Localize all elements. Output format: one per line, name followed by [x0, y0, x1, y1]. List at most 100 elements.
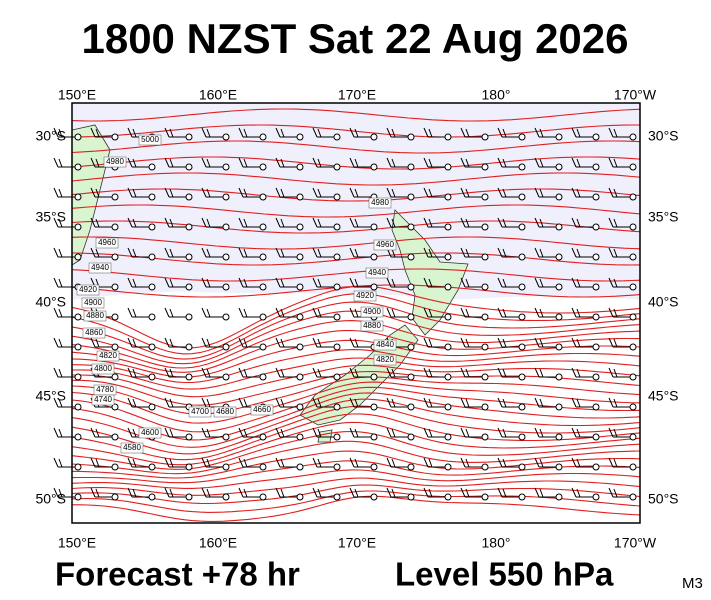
barb-station [74, 493, 82, 501]
barb-station [185, 193, 193, 201]
barb-station [296, 283, 304, 291]
contour-line [71, 108, 641, 122]
barb [127, 157, 149, 168]
barb [312, 397, 334, 408]
contour-label-box [373, 354, 397, 366]
barb-station [222, 283, 230, 291]
barb-station [296, 433, 304, 441]
contour-label-box [95, 237, 119, 249]
barb-station [407, 163, 415, 171]
barb [497, 427, 519, 438]
barb [460, 217, 482, 228]
barb [238, 487, 260, 498]
barb [275, 487, 297, 498]
barb [349, 217, 371, 228]
barb [460, 127, 482, 138]
barb-station [111, 463, 119, 471]
contour-label: 4920 [356, 291, 374, 300]
barb [275, 127, 297, 138]
barb-station [259, 313, 267, 321]
barb-station [74, 223, 82, 231]
barb-station [555, 283, 563, 291]
barb [238, 217, 260, 228]
contour-label-box [88, 262, 112, 274]
barb [349, 457, 371, 468]
lon-label-top: 180° [482, 87, 511, 103]
barb-station [518, 193, 526, 201]
barb [608, 367, 630, 378]
barb-station [592, 253, 600, 261]
barb [349, 247, 371, 258]
barb-station [333, 373, 341, 381]
barb-station [481, 193, 489, 201]
barb [497, 217, 519, 228]
contour-line [71, 140, 641, 154]
contour-label-box [83, 310, 107, 322]
barb-station [370, 283, 378, 291]
barb [460, 277, 482, 288]
barb [201, 217, 223, 228]
barb-station [444, 433, 452, 441]
barb [423, 127, 445, 138]
contour-label-box [120, 442, 144, 454]
barb [164, 277, 186, 288]
barb [238, 277, 260, 288]
barb [90, 187, 112, 198]
barb-station [370, 433, 378, 441]
barb [460, 307, 482, 318]
barb-station [481, 433, 489, 441]
contour-label: 4880 [363, 321, 381, 330]
barb-station [629, 253, 637, 261]
barb-station [370, 133, 378, 141]
barb [571, 247, 593, 258]
barb [275, 277, 297, 288]
lon-label-bottom: 170°W [614, 535, 657, 551]
contour-line [71, 268, 641, 282]
barb-station [296, 373, 304, 381]
barb [386, 427, 408, 438]
barb-station [259, 283, 267, 291]
barb [423, 157, 445, 168]
barb [90, 427, 112, 438]
barb [608, 427, 630, 438]
barb-station [111, 193, 119, 201]
barb-station [592, 463, 600, 471]
barb [571, 457, 593, 468]
barb-station [370, 373, 378, 381]
barb-station [407, 403, 415, 411]
barb-station [518, 253, 526, 261]
barb [349, 157, 371, 168]
barb [90, 247, 112, 258]
barb [164, 397, 186, 408]
barb-station [259, 493, 267, 501]
barb [127, 217, 149, 228]
barb [497, 457, 519, 468]
barb [90, 127, 112, 138]
barb [201, 277, 223, 288]
contour-label-box [213, 406, 237, 418]
contour-label-box [138, 134, 162, 146]
barb [275, 457, 297, 468]
contour-label: 4680 [216, 407, 234, 416]
barb-station [518, 433, 526, 441]
barb [534, 247, 556, 258]
barb [275, 217, 297, 228]
barb-station [592, 133, 600, 141]
barb-station [518, 283, 526, 291]
barb-station [518, 403, 526, 411]
barb [312, 127, 334, 138]
barb [201, 337, 223, 348]
barb-station [296, 193, 304, 201]
barb-station [629, 403, 637, 411]
contour-label-box [365, 267, 389, 279]
barb [312, 157, 334, 168]
barb-station [555, 223, 563, 231]
lat-label-left: 45°S [35, 388, 66, 404]
barb [460, 247, 482, 258]
contour-line [72, 364, 641, 398]
barb-station [333, 283, 341, 291]
barb-station [259, 223, 267, 231]
barb [460, 187, 482, 198]
lat-label-right: 45°S [648, 388, 679, 404]
barb [238, 187, 260, 198]
